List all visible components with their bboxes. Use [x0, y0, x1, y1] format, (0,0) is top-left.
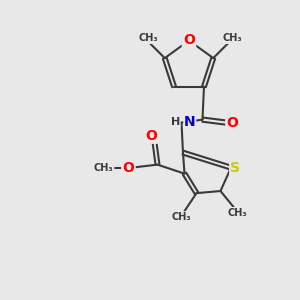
Text: O: O [122, 160, 134, 175]
Text: O: O [226, 116, 238, 130]
Text: CH₃: CH₃ [227, 208, 247, 218]
Text: S: S [230, 160, 241, 175]
Text: O: O [183, 34, 195, 47]
Text: H: H [171, 117, 180, 127]
Text: CH₃: CH₃ [94, 163, 113, 172]
Text: CH₃: CH₃ [223, 33, 243, 43]
Text: O: O [146, 128, 158, 142]
Text: N: N [184, 115, 196, 129]
Text: CH₃: CH₃ [172, 212, 191, 222]
Text: CH₃: CH₃ [138, 33, 158, 43]
